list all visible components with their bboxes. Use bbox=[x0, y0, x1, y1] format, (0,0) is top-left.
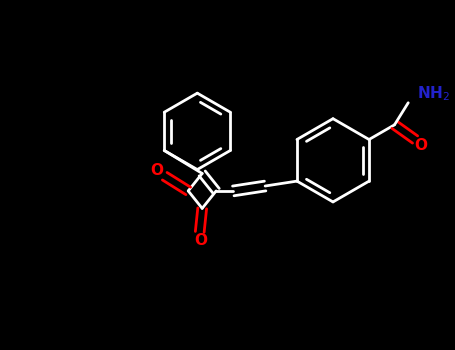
Text: O: O bbox=[415, 138, 427, 153]
Text: O: O bbox=[151, 163, 163, 178]
Text: O: O bbox=[194, 233, 207, 248]
Text: NH$_2$: NH$_2$ bbox=[417, 85, 450, 103]
